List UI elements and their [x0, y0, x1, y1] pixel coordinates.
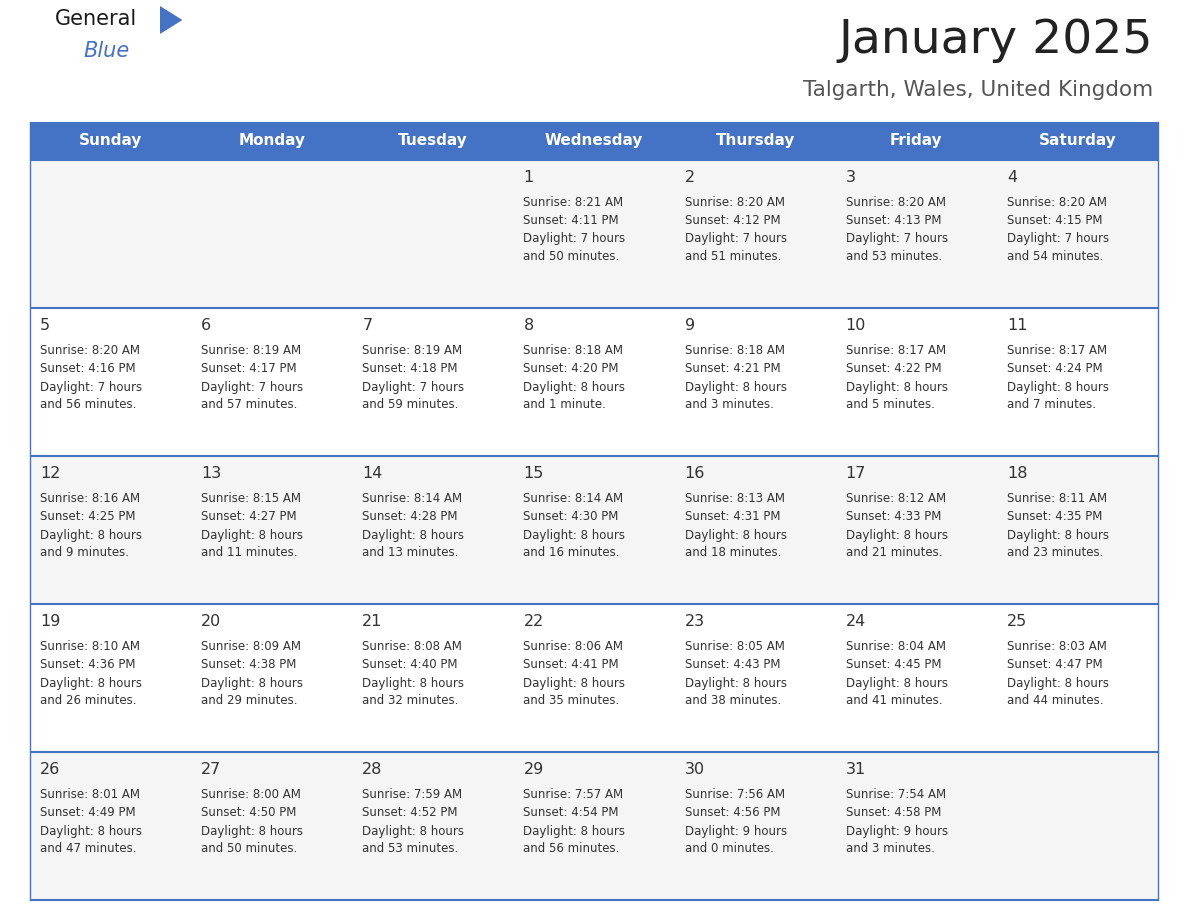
- Text: Sunrise: 8:15 AM
Sunset: 4:27 PM
Daylight: 8 hours
and 11 minutes.: Sunrise: 8:15 AM Sunset: 4:27 PM Dayligh…: [201, 492, 303, 559]
- Text: Sunrise: 8:14 AM
Sunset: 4:30 PM
Daylight: 8 hours
and 16 minutes.: Sunrise: 8:14 AM Sunset: 4:30 PM Dayligh…: [524, 492, 625, 559]
- Bar: [30, 752, 1158, 900]
- Text: 31: 31: [846, 762, 866, 777]
- Text: 13: 13: [201, 466, 221, 481]
- Text: 25: 25: [1007, 614, 1028, 629]
- Text: 1: 1: [524, 170, 533, 185]
- Text: Sunrise: 8:09 AM
Sunset: 4:38 PM
Daylight: 8 hours
and 29 minutes.: Sunrise: 8:09 AM Sunset: 4:38 PM Dayligh…: [201, 641, 303, 708]
- Text: Sunrise: 8:18 AM
Sunset: 4:21 PM
Daylight: 8 hours
and 3 minutes.: Sunrise: 8:18 AM Sunset: 4:21 PM Dayligh…: [684, 344, 786, 411]
- Text: Sunrise: 8:18 AM
Sunset: 4:20 PM
Daylight: 8 hours
and 1 minute.: Sunrise: 8:18 AM Sunset: 4:20 PM Dayligh…: [524, 344, 625, 411]
- Text: Sunrise: 8:10 AM
Sunset: 4:36 PM
Daylight: 8 hours
and 26 minutes.: Sunrise: 8:10 AM Sunset: 4:36 PM Dayligh…: [40, 641, 143, 708]
- Bar: [30, 308, 1158, 456]
- Text: Sunrise: 8:20 AM
Sunset: 4:12 PM
Daylight: 7 hours
and 51 minutes.: Sunrise: 8:20 AM Sunset: 4:12 PM Dayligh…: [684, 196, 786, 263]
- Text: 22: 22: [524, 614, 544, 629]
- Text: Sunrise: 8:13 AM
Sunset: 4:31 PM
Daylight: 8 hours
and 18 minutes.: Sunrise: 8:13 AM Sunset: 4:31 PM Dayligh…: [684, 492, 786, 559]
- Bar: [30, 604, 1158, 752]
- Text: Sunrise: 7:59 AM
Sunset: 4:52 PM
Daylight: 8 hours
and 53 minutes.: Sunrise: 7:59 AM Sunset: 4:52 PM Dayligh…: [362, 789, 465, 856]
- Text: Sunrise: 8:08 AM
Sunset: 4:40 PM
Daylight: 8 hours
and 32 minutes.: Sunrise: 8:08 AM Sunset: 4:40 PM Dayligh…: [362, 641, 465, 708]
- Text: Sunrise: 8:16 AM
Sunset: 4:25 PM
Daylight: 8 hours
and 9 minutes.: Sunrise: 8:16 AM Sunset: 4:25 PM Dayligh…: [40, 492, 143, 559]
- Text: Sunday: Sunday: [78, 133, 143, 149]
- Text: Talgarth, Wales, United Kingdom: Talgarth, Wales, United Kingdom: [803, 80, 1154, 100]
- Text: 19: 19: [40, 614, 61, 629]
- Text: 12: 12: [40, 466, 61, 481]
- Text: Thursday: Thursday: [715, 133, 795, 149]
- Text: 16: 16: [684, 466, 704, 481]
- Text: 17: 17: [846, 466, 866, 481]
- Text: 8: 8: [524, 318, 533, 333]
- Text: Sunrise: 8:20 AM
Sunset: 4:13 PM
Daylight: 7 hours
and 53 minutes.: Sunrise: 8:20 AM Sunset: 4:13 PM Dayligh…: [846, 196, 948, 263]
- Text: 27: 27: [201, 762, 221, 777]
- Text: General: General: [55, 9, 138, 29]
- Text: Sunrise: 8:04 AM
Sunset: 4:45 PM
Daylight: 8 hours
and 41 minutes.: Sunrise: 8:04 AM Sunset: 4:45 PM Dayligh…: [846, 641, 948, 708]
- Text: Monday: Monday: [239, 133, 305, 149]
- Text: Sunrise: 8:20 AM
Sunset: 4:15 PM
Daylight: 7 hours
and 54 minutes.: Sunrise: 8:20 AM Sunset: 4:15 PM Dayligh…: [1007, 196, 1108, 263]
- Text: 23: 23: [684, 614, 704, 629]
- Text: 20: 20: [201, 614, 221, 629]
- Text: Sunrise: 8:19 AM
Sunset: 4:17 PM
Daylight: 7 hours
and 57 minutes.: Sunrise: 8:19 AM Sunset: 4:17 PM Dayligh…: [201, 344, 303, 411]
- Text: Sunrise: 7:57 AM
Sunset: 4:54 PM
Daylight: 8 hours
and 56 minutes.: Sunrise: 7:57 AM Sunset: 4:54 PM Dayligh…: [524, 789, 625, 856]
- Text: Blue: Blue: [83, 41, 129, 61]
- Text: 26: 26: [40, 762, 61, 777]
- Text: Sunrise: 8:00 AM
Sunset: 4:50 PM
Daylight: 8 hours
and 50 minutes.: Sunrise: 8:00 AM Sunset: 4:50 PM Dayligh…: [201, 789, 303, 856]
- Text: 28: 28: [362, 762, 383, 777]
- Bar: [30, 122, 1158, 160]
- Text: Saturday: Saturday: [1038, 133, 1117, 149]
- Text: Sunrise: 8:17 AM
Sunset: 4:24 PM
Daylight: 8 hours
and 7 minutes.: Sunrise: 8:17 AM Sunset: 4:24 PM Dayligh…: [1007, 344, 1108, 411]
- Text: 15: 15: [524, 466, 544, 481]
- Text: Wednesday: Wednesday: [545, 133, 643, 149]
- Text: Sunrise: 8:11 AM
Sunset: 4:35 PM
Daylight: 8 hours
and 23 minutes.: Sunrise: 8:11 AM Sunset: 4:35 PM Dayligh…: [1007, 492, 1108, 559]
- Text: Sunrise: 8:17 AM
Sunset: 4:22 PM
Daylight: 8 hours
and 5 minutes.: Sunrise: 8:17 AM Sunset: 4:22 PM Dayligh…: [846, 344, 948, 411]
- Text: 6: 6: [201, 318, 211, 333]
- Text: 9: 9: [684, 318, 695, 333]
- Text: Sunrise: 8:05 AM
Sunset: 4:43 PM
Daylight: 8 hours
and 38 minutes.: Sunrise: 8:05 AM Sunset: 4:43 PM Dayligh…: [684, 641, 786, 708]
- Text: 29: 29: [524, 762, 544, 777]
- Text: Sunrise: 8:01 AM
Sunset: 4:49 PM
Daylight: 8 hours
and 47 minutes.: Sunrise: 8:01 AM Sunset: 4:49 PM Dayligh…: [40, 789, 143, 856]
- Text: 7: 7: [362, 318, 372, 333]
- Polygon shape: [160, 6, 183, 34]
- Text: January 2025: January 2025: [839, 18, 1154, 63]
- Text: Sunrise: 8:20 AM
Sunset: 4:16 PM
Daylight: 7 hours
and 56 minutes.: Sunrise: 8:20 AM Sunset: 4:16 PM Dayligh…: [40, 344, 143, 411]
- Bar: [30, 456, 1158, 604]
- Text: Sunrise: 8:14 AM
Sunset: 4:28 PM
Daylight: 8 hours
and 13 minutes.: Sunrise: 8:14 AM Sunset: 4:28 PM Dayligh…: [362, 492, 465, 559]
- Text: 18: 18: [1007, 466, 1028, 481]
- Text: 30: 30: [684, 762, 704, 777]
- Text: 24: 24: [846, 614, 866, 629]
- Text: Sunrise: 8:03 AM
Sunset: 4:47 PM
Daylight: 8 hours
and 44 minutes.: Sunrise: 8:03 AM Sunset: 4:47 PM Dayligh…: [1007, 641, 1108, 708]
- Text: 21: 21: [362, 614, 383, 629]
- Text: Sunrise: 7:54 AM
Sunset: 4:58 PM
Daylight: 9 hours
and 3 minutes.: Sunrise: 7:54 AM Sunset: 4:58 PM Dayligh…: [846, 789, 948, 856]
- Bar: [30, 160, 1158, 308]
- Text: Sunrise: 8:12 AM
Sunset: 4:33 PM
Daylight: 8 hours
and 21 minutes.: Sunrise: 8:12 AM Sunset: 4:33 PM Dayligh…: [846, 492, 948, 559]
- Text: 2: 2: [684, 170, 695, 185]
- Text: Sunrise: 7:56 AM
Sunset: 4:56 PM
Daylight: 9 hours
and 0 minutes.: Sunrise: 7:56 AM Sunset: 4:56 PM Dayligh…: [684, 789, 786, 856]
- Text: 3: 3: [846, 170, 855, 185]
- Text: 5: 5: [40, 318, 50, 333]
- Text: 11: 11: [1007, 318, 1028, 333]
- Text: Sunrise: 8:21 AM
Sunset: 4:11 PM
Daylight: 7 hours
and 50 minutes.: Sunrise: 8:21 AM Sunset: 4:11 PM Dayligh…: [524, 196, 626, 263]
- Text: Tuesday: Tuesday: [398, 133, 468, 149]
- Text: 14: 14: [362, 466, 383, 481]
- Text: 4: 4: [1007, 170, 1017, 185]
- Text: Friday: Friday: [890, 133, 942, 149]
- Text: Sunrise: 8:19 AM
Sunset: 4:18 PM
Daylight: 7 hours
and 59 minutes.: Sunrise: 8:19 AM Sunset: 4:18 PM Dayligh…: [362, 344, 465, 411]
- Text: 10: 10: [846, 318, 866, 333]
- Text: Sunrise: 8:06 AM
Sunset: 4:41 PM
Daylight: 8 hours
and 35 minutes.: Sunrise: 8:06 AM Sunset: 4:41 PM Dayligh…: [524, 641, 625, 708]
